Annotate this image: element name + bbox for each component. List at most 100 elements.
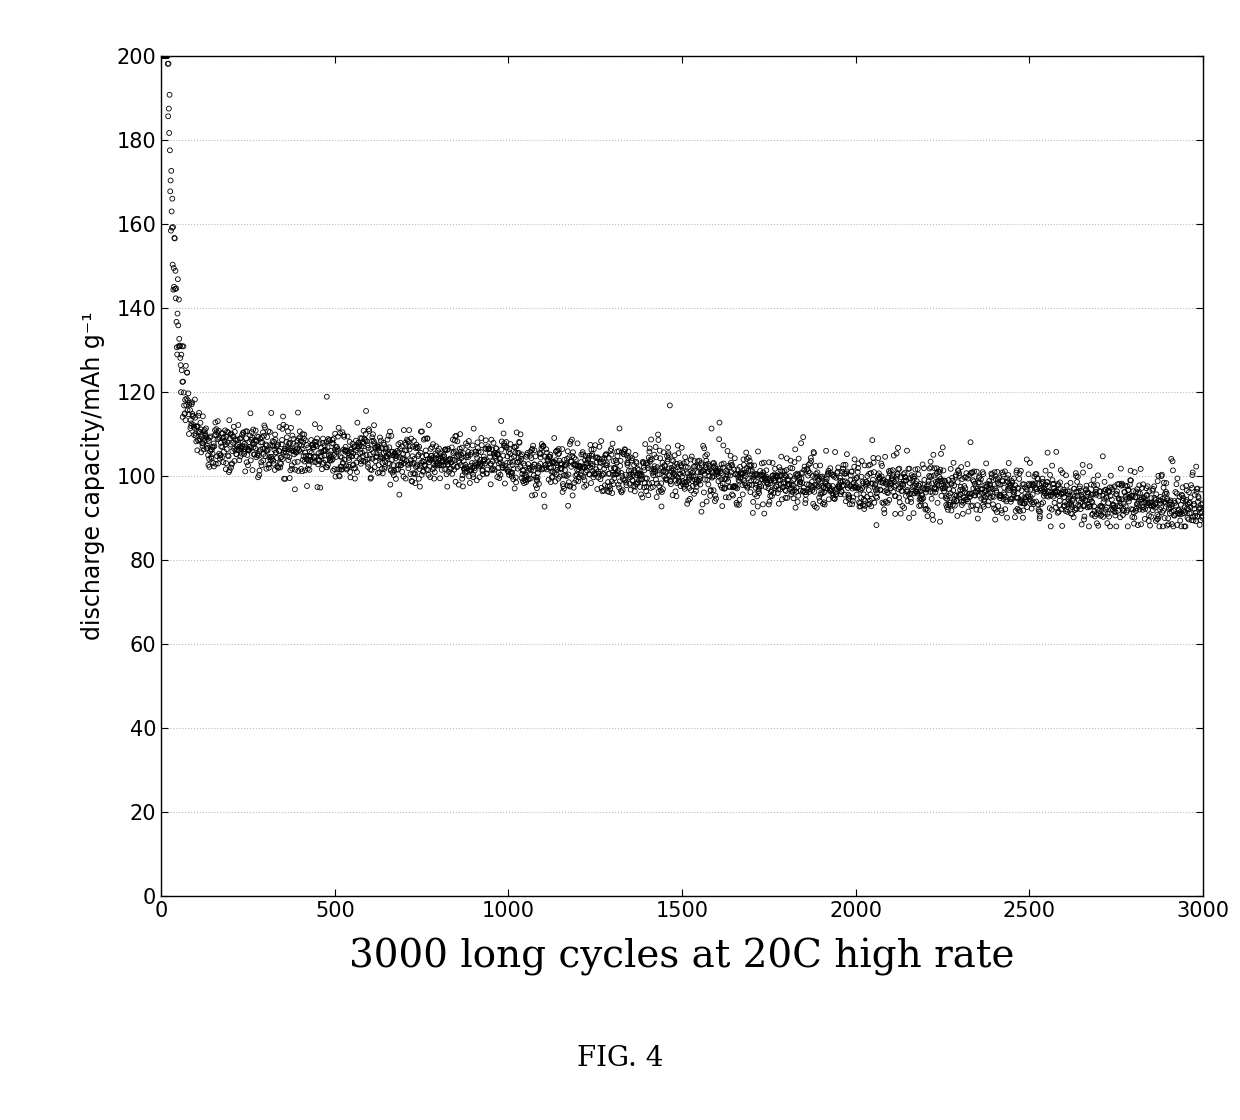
Point bbox=[952, 480, 972, 498]
Point bbox=[585, 449, 605, 467]
Point bbox=[675, 478, 694, 496]
Point bbox=[835, 486, 854, 504]
Point bbox=[910, 475, 930, 493]
Point bbox=[839, 495, 859, 513]
Point bbox=[748, 466, 768, 484]
Point bbox=[737, 459, 756, 477]
Point bbox=[740, 483, 760, 501]
Point bbox=[967, 496, 987, 514]
Point bbox=[735, 464, 755, 482]
Point bbox=[355, 430, 374, 448]
Point bbox=[1074, 489, 1094, 507]
Point bbox=[875, 483, 895, 501]
Point bbox=[159, 100, 179, 118]
Point bbox=[966, 484, 986, 502]
Point bbox=[383, 442, 403, 460]
Point bbox=[1122, 487, 1142, 505]
Point bbox=[971, 502, 991, 520]
Point bbox=[382, 427, 402, 445]
Point bbox=[885, 477, 905, 495]
Point bbox=[207, 420, 227, 438]
Point bbox=[827, 479, 847, 497]
Point bbox=[981, 465, 1001, 483]
Point bbox=[1110, 497, 1130, 515]
Point bbox=[687, 470, 707, 488]
Point bbox=[651, 482, 671, 500]
Point bbox=[993, 491, 1013, 508]
Point bbox=[1127, 495, 1147, 513]
Point bbox=[487, 468, 507, 486]
Point bbox=[308, 450, 327, 468]
Point bbox=[238, 456, 258, 474]
Point bbox=[634, 458, 653, 476]
Point bbox=[885, 505, 905, 523]
Point bbox=[425, 464, 445, 482]
Point bbox=[547, 466, 567, 484]
Point bbox=[469, 455, 489, 473]
Point bbox=[454, 444, 474, 461]
Point bbox=[202, 438, 222, 456]
Point bbox=[711, 459, 730, 477]
Point bbox=[1115, 477, 1135, 495]
Point bbox=[396, 469, 415, 487]
Point bbox=[794, 478, 813, 496]
Point bbox=[190, 404, 210, 422]
Point bbox=[165, 280, 185, 298]
Point bbox=[889, 480, 909, 498]
Point bbox=[718, 473, 738, 491]
Point bbox=[420, 468, 440, 486]
Point bbox=[800, 455, 820, 473]
Point bbox=[407, 458, 427, 476]
Point bbox=[153, 47, 172, 65]
Point bbox=[515, 474, 534, 492]
Point bbox=[728, 479, 748, 497]
Point bbox=[821, 482, 841, 500]
Point bbox=[655, 456, 675, 474]
Point bbox=[650, 466, 670, 484]
Point bbox=[713, 475, 733, 493]
Point bbox=[546, 454, 565, 472]
Point bbox=[337, 459, 357, 477]
Point bbox=[280, 469, 300, 487]
Point bbox=[286, 437, 306, 455]
Point bbox=[642, 464, 662, 482]
Point bbox=[675, 474, 694, 492]
Point bbox=[1007, 500, 1027, 517]
Point bbox=[1163, 452, 1183, 470]
Point bbox=[198, 432, 218, 450]
Point bbox=[434, 446, 454, 464]
Point bbox=[847, 479, 867, 497]
Point bbox=[704, 454, 724, 472]
Y-axis label: discharge capacity/mAh g⁻¹: discharge capacity/mAh g⁻¹ bbox=[82, 311, 105, 641]
Point bbox=[760, 487, 780, 505]
Point bbox=[864, 454, 884, 472]
Point bbox=[967, 463, 987, 480]
Point bbox=[169, 317, 188, 335]
Point bbox=[792, 464, 812, 482]
Point bbox=[179, 391, 198, 409]
Point bbox=[217, 428, 237, 446]
Point bbox=[838, 489, 858, 507]
Point bbox=[397, 452, 417, 470]
Point bbox=[190, 423, 210, 441]
Point bbox=[627, 474, 647, 492]
Point bbox=[997, 493, 1017, 511]
Point bbox=[434, 457, 454, 475]
Point bbox=[160, 141, 180, 159]
Point bbox=[656, 463, 676, 480]
Point bbox=[1090, 497, 1110, 515]
Point bbox=[197, 440, 217, 458]
Point bbox=[703, 455, 723, 473]
Point bbox=[224, 418, 244, 436]
Point bbox=[715, 470, 735, 488]
Point bbox=[746, 487, 766, 505]
Point bbox=[1012, 487, 1032, 505]
Point bbox=[785, 454, 805, 472]
Point bbox=[941, 502, 961, 520]
Point bbox=[280, 461, 300, 479]
Point bbox=[820, 477, 839, 495]
Point bbox=[1184, 495, 1204, 513]
Point bbox=[941, 460, 961, 478]
Point bbox=[994, 485, 1014, 503]
Point bbox=[868, 449, 888, 467]
